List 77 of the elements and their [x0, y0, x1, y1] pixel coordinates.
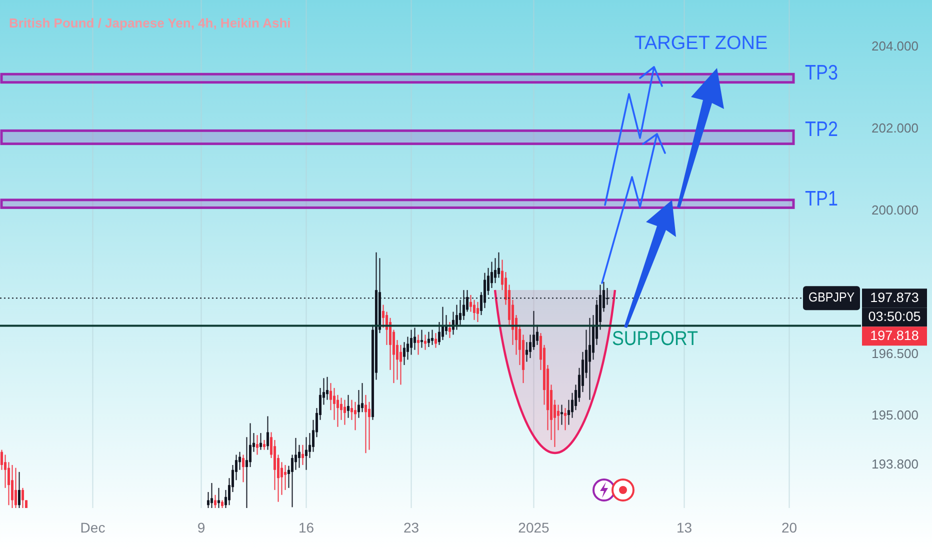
candlestick — [290, 454, 294, 508]
candlestick — [588, 317, 592, 400]
candlestick — [410, 329, 413, 356]
candlestick — [14, 467, 18, 508]
candlestick — [242, 454, 245, 483]
candlestick — [245, 436, 248, 508]
y-tick-label: 202.000 — [872, 120, 918, 136]
candlestick — [560, 404, 564, 426]
annotation: TARGET ZONE — [634, 33, 768, 54]
candlestick — [472, 299, 476, 320]
candlestick — [354, 401, 357, 431]
candlestick — [329, 382, 332, 411]
text: British Pound / Japanese Yen, 4h, Heikin Ashi — [9, 15, 291, 30]
candlestick — [266, 416, 270, 450]
candlestick — [350, 399, 354, 420]
candlestick — [476, 301, 480, 323]
ref-line-label: GBPJPY — [808, 290, 860, 305]
band-label: TP1 — [805, 187, 844, 210]
candlestick — [556, 404, 560, 431]
candlestick — [262, 439, 266, 450]
text: 197.818 — [870, 328, 919, 344]
x-tick-label: 9 — [197, 520, 206, 536]
x-tick-label: 23 — [403, 520, 420, 536]
x-tick-label: 16 — [298, 520, 314, 536]
x-tick-label: 20 — [781, 520, 798, 536]
candlestick — [525, 342, 528, 362]
candlestick — [332, 387, 336, 420]
candlestick — [455, 304, 458, 330]
y-tick-label: 200.000 — [872, 202, 918, 218]
ref-line-label: SUPPORT — [612, 328, 708, 350]
candlestick — [284, 464, 287, 490]
x-tick-label: Dec — [80, 520, 106, 536]
candlestick — [427, 331, 430, 348]
x-tick-label: 13 — [676, 520, 692, 536]
candlestick — [420, 329, 424, 348]
candlestick — [441, 306, 444, 341]
candlestick — [416, 334, 420, 356]
candlestick — [256, 434, 259, 456]
candlestick — [448, 322, 452, 338]
candlestick — [346, 394, 350, 418]
candlestick — [343, 399, 346, 426]
y-tick-label: 195.000 — [872, 407, 918, 422]
candlestick — [430, 329, 434, 346]
candlestick — [564, 408, 567, 431]
candlestick — [10, 464, 14, 508]
text: 03:50:05 — [868, 309, 921, 324]
y-tick-label: 204.000 — [872, 38, 918, 54]
candlestick — [0, 449, 4, 470]
candlestick — [399, 344, 402, 386]
candlestick — [280, 462, 284, 496]
candlestick — [214, 494, 217, 508]
x-tick-label: 2025 — [518, 520, 550, 536]
candlestick — [18, 471, 21, 508]
candlestick — [438, 322, 441, 346]
candlestick — [4, 454, 7, 488]
candlestick — [434, 332, 438, 348]
band-label: TP2 — [805, 118, 844, 142]
candlestick — [259, 432, 262, 450]
candlestick — [382, 304, 385, 328]
y-tick-label: 196.500 — [872, 346, 918, 361]
y-tick-label: 197.873 — [870, 290, 919, 306]
candlestick — [224, 489, 228, 508]
candlestick — [528, 334, 532, 359]
candlestick — [364, 394, 368, 454]
candlestick — [357, 390, 360, 418]
candlestick — [301, 444, 304, 466]
candlestick — [21, 487, 24, 508]
y-tick-label: 193.800 — [872, 456, 918, 472]
candlestick — [217, 487, 220, 508]
candlestick — [304, 436, 308, 470]
candlestick — [469, 294, 472, 312]
candlestick — [210, 482, 214, 508]
candlestick — [402, 342, 406, 366]
candlestick — [567, 399, 570, 426]
band-label: TP3 — [805, 62, 844, 85]
candlestick — [206, 492, 210, 508]
candlestick — [494, 258, 497, 284]
